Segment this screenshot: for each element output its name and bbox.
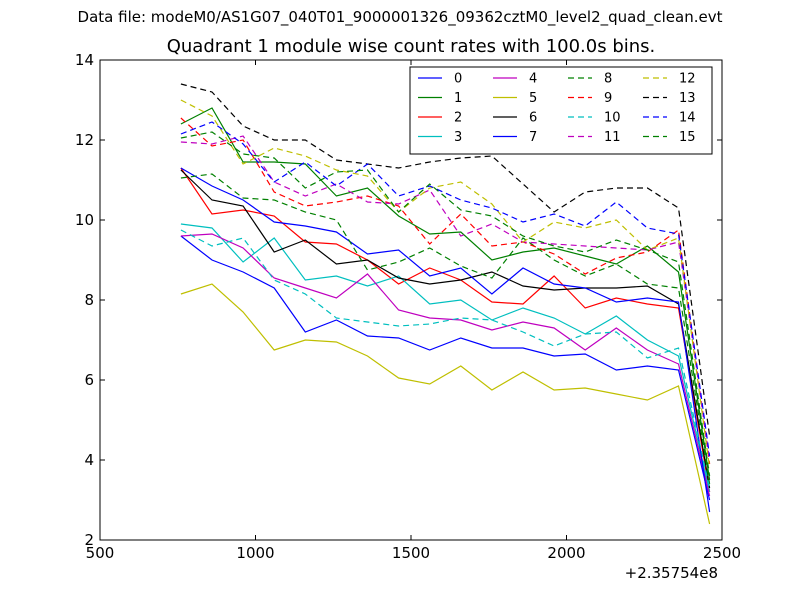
legend-label-1: 1 bbox=[454, 91, 462, 106]
y-tick-label: 8 bbox=[84, 291, 94, 309]
x-tick-label: 2000 bbox=[547, 544, 585, 562]
series-line-0 bbox=[180, 235, 711, 501]
series-line-5 bbox=[180, 283, 711, 525]
series-line-6 bbox=[180, 169, 711, 489]
legend-label-2: 2 bbox=[454, 111, 462, 126]
legend-label-9: 9 bbox=[604, 91, 612, 106]
x-tick-label: 1500 bbox=[392, 544, 430, 562]
y-tick-label: 6 bbox=[84, 371, 94, 389]
y-tick-label: 12 bbox=[75, 131, 94, 149]
legend-box bbox=[409, 66, 713, 155]
legend-label-5: 5 bbox=[529, 91, 537, 106]
legend-label-8: 8 bbox=[604, 72, 612, 87]
legend-label-10: 10 bbox=[604, 111, 621, 126]
legend-label-3: 3 bbox=[454, 130, 462, 145]
legend-label-0: 0 bbox=[454, 72, 462, 87]
x-tick-label: 500 bbox=[86, 544, 115, 562]
series-line-10 bbox=[180, 229, 711, 489]
legend-label-11: 11 bbox=[604, 130, 621, 145]
series-line-1 bbox=[180, 107, 711, 481]
y-tick-label: 14 bbox=[75, 51, 94, 69]
series-line-12 bbox=[180, 99, 711, 469]
series-line-9 bbox=[180, 117, 711, 465]
legend-label-7: 7 bbox=[529, 130, 537, 145]
x-tick-label: 2500 bbox=[703, 544, 741, 562]
series-layer bbox=[180, 83, 711, 525]
legend-label-4: 4 bbox=[529, 72, 537, 87]
series-line-7 bbox=[180, 167, 711, 513]
series-line-2 bbox=[180, 167, 711, 493]
y-tick-label: 2 bbox=[84, 531, 94, 549]
legend-label-15: 15 bbox=[679, 130, 696, 145]
series-line-8 bbox=[180, 173, 711, 485]
legend-label-6: 6 bbox=[529, 111, 537, 126]
legend-label-12: 12 bbox=[679, 72, 696, 87]
series-line-13 bbox=[180, 83, 711, 437]
series-line-15 bbox=[180, 131, 711, 477]
chart-title: Quadrant 1 module wise count rates with … bbox=[166, 36, 656, 57]
y-tick-label: 10 bbox=[75, 211, 94, 229]
x-tick-label: 1000 bbox=[236, 544, 274, 562]
y-tick-label: 4 bbox=[84, 451, 94, 469]
series-line-11 bbox=[180, 135, 711, 461]
series-line-3 bbox=[180, 223, 711, 493]
legend-label-14: 14 bbox=[679, 111, 696, 126]
series-line-14 bbox=[180, 121, 711, 457]
data-file-header: Data file: modeM0/AS1G07_040T01_90000013… bbox=[77, 8, 723, 26]
x-axis-offset-label: +2.35754e8 bbox=[625, 564, 718, 582]
legend-label-13: 13 bbox=[679, 91, 696, 106]
